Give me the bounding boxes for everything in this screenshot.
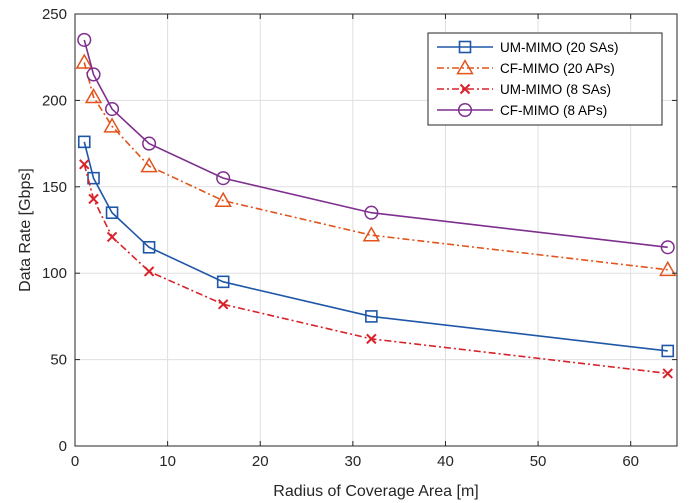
- series-layer: [75, 32, 677, 379]
- data-point-marker: [365, 310, 378, 323]
- legend-label: UM-MIMO (8 SAs): [500, 82, 611, 97]
- y-tick-label: 100: [42, 265, 67, 282]
- x-marker-stroke: [88, 193, 99, 205]
- data-point-marker: [142, 136, 157, 151]
- x-tick-label: 40: [437, 453, 454, 470]
- legend-marker: [458, 40, 472, 54]
- x-marker-stroke: [217, 299, 229, 310]
- x-tick-label: 60: [622, 453, 639, 470]
- series-3: [79, 159, 673, 379]
- y-tick-label: 50: [50, 352, 67, 369]
- x-marker-stroke: [366, 333, 377, 345]
- data-point-marker: [86, 67, 101, 82]
- data-point-marker: [661, 344, 675, 358]
- legend-entry: UM-MIMO (20 SAs): [437, 40, 619, 55]
- x-marker-stroke: [106, 231, 118, 243]
- x-tick-label: 30: [345, 453, 362, 470]
- data-point-marker: [142, 240, 156, 254]
- legend: UM-MIMO (20 SAs) CF-MIMO (20 APs) UM-MIMO …: [427, 32, 663, 126]
- axis-ticks: 0 10 20 30 40 50 60 0 50 100 150 200 250: [42, 6, 677, 470]
- data-point-marker: [660, 240, 675, 255]
- series-4: [77, 32, 675, 255]
- y-tick-label: 0: [59, 438, 67, 455]
- x-tick-label: 0: [71, 453, 79, 470]
- series-2: [75, 53, 677, 277]
- series-line: [83, 39, 668, 249]
- series-line: [83, 62, 668, 271]
- series-line: [83, 164, 668, 375]
- x-marker-stroke: [143, 266, 155, 277]
- data-point-marker: [140, 157, 158, 173]
- data-point-marker: [87, 171, 100, 185]
- data-point-marker: [214, 191, 232, 207]
- x-tick-label: 10: [159, 453, 176, 470]
- x-tick-label: 20: [252, 453, 269, 470]
- legend-entry: CF-MIMO (8 APs): [437, 102, 607, 118]
- data-point-marker: [364, 205, 379, 220]
- legend-label: CF-MIMO (8 APs): [500, 103, 607, 118]
- data-point-marker: [79, 159, 90, 170]
- data-point-marker: [366, 333, 377, 345]
- legend-entry: CF-MIMO (20 APs): [437, 59, 615, 76]
- y-tick-label: 150: [42, 179, 67, 196]
- legend-entry: UM-MIMO (8 SAs): [437, 82, 611, 97]
- data-point-marker: [84, 88, 103, 104]
- data-point-marker: [75, 53, 93, 69]
- legend-marker: [456, 59, 474, 75]
- legend-marker: [457, 102, 473, 118]
- legend-label: UM-MIMO (20 SAs): [500, 40, 619, 55]
- y-axis-label: Data Rate [Gbps]: [17, 168, 34, 292]
- data-point-marker: [105, 206, 119, 220]
- y-tick-label: 200: [42, 92, 67, 109]
- data-point-marker: [104, 101, 120, 117]
- x-marker-stroke: [662, 368, 673, 379]
- x-marker-stroke: [459, 83, 471, 95]
- y-tick-label: 250: [42, 6, 67, 23]
- data-point-marker: [77, 135, 91, 149]
- plot-frame: [74, 13, 678, 447]
- data-point-marker: [662, 368, 673, 379]
- data-point-marker: [106, 231, 118, 243]
- data-point-marker: [659, 260, 677, 277]
- data-point-marker: [77, 32, 92, 47]
- data-point-marker: [143, 266, 155, 277]
- data-point-marker: [217, 299, 229, 310]
- data-point-marker: [216, 275, 230, 289]
- data-point-marker: [88, 193, 99, 205]
- x-axis-label: Radius of Coverage Area [m]: [273, 483, 478, 500]
- data-point-marker: [362, 226, 381, 242]
- x-tick-label: 50: [530, 453, 547, 470]
- data-point-marker: [216, 171, 231, 186]
- legend-label: CF-MIMO (20 APs): [500, 61, 615, 76]
- series-line: [83, 141, 668, 352]
- legend-marker: [459, 83, 471, 95]
- data-point-marker: [103, 117, 121, 133]
- x-marker-stroke: [79, 159, 90, 170]
- series-1: [77, 135, 675, 358]
